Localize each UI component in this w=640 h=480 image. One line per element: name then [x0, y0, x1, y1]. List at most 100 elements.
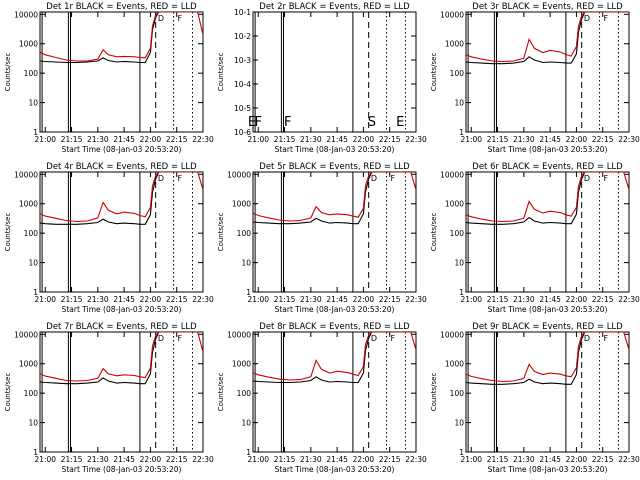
x-tick-label: 21:30: [300, 455, 322, 464]
y-tick-label: 1: [246, 288, 251, 297]
events-series-line: [253, 172, 373, 225]
y-tick-label: 10-1: [234, 8, 251, 17]
event-marker-label: E: [396, 115, 404, 130]
y-tick-label: 10000: [14, 330, 38, 339]
y-tick-label: 100: [24, 69, 39, 78]
x-tick-label: 21:15: [61, 455, 83, 464]
event-marker-label: E: [248, 115, 256, 130]
y-tick-label: 100: [237, 389, 252, 398]
y-tick-label: 10-3: [234, 56, 251, 65]
events-series-line: [466, 172, 586, 225]
x-tick-label: 21:00: [247, 455, 269, 464]
x-tick-label: 21:00: [460, 295, 482, 304]
y-tick-label: 10-2: [234, 32, 251, 41]
panel-3: Det 3r BLACK = Events, RED = LLD 1 10 100 10…: [430, 2, 640, 154]
y-tick-label: 1000: [232, 360, 251, 369]
y-tick-label: 1: [33, 128, 38, 137]
x-tick-label: 22:00: [566, 135, 588, 144]
y-tick-label: 1000: [445, 40, 464, 49]
events-series-line: [466, 12, 586, 65]
y-tick-label: 1: [246, 448, 251, 457]
y-tick-label: 100: [450, 69, 465, 78]
x-tick-label: 21:45: [539, 135, 561, 144]
x-tick-label: 21:45: [113, 455, 135, 464]
y-tick-label: 10: [241, 419, 251, 428]
y-tick-label: 1000: [232, 200, 251, 209]
events-series-line: [40, 172, 160, 225]
x-axis-label: Start Time (08-Jan-03 20:53:20): [488, 145, 608, 154]
panel-title: Det 4r BLACK = Events, RED = LLD: [46, 162, 197, 172]
lld-series-line: [253, 332, 416, 381]
event-marker-label: F: [178, 14, 183, 23]
y-tick-label: 1: [459, 288, 464, 297]
x-tick-label: 22:15: [592, 455, 614, 464]
y-tick-label: 100: [24, 229, 39, 238]
y-axis-label: Counts/sec: [430, 213, 438, 252]
event-marker-label: F: [604, 334, 609, 343]
event-marker-label: D: [371, 334, 377, 343]
y-axis-label: Counts/sec: [430, 373, 438, 412]
x-axis-label: Start Time (08-Jan-03 20:53:20): [275, 465, 395, 474]
plot-frame: [252, 171, 417, 293]
plot-frame: [465, 11, 630, 133]
lld-series-line: [466, 172, 629, 223]
x-tick-label: 22:15: [379, 135, 401, 144]
y-tick-label: 100: [450, 229, 465, 238]
plot-frame: [39, 171, 204, 293]
event-marker-label: D: [584, 334, 590, 343]
x-tick-label: 21:00: [34, 295, 56, 304]
y-tick-label: 10: [454, 259, 464, 268]
x-tick-label: 22:30: [405, 295, 427, 304]
x-tick-label: 21:30: [513, 135, 535, 144]
event-marker-label: F: [178, 174, 183, 183]
x-tick-label: 21:15: [274, 135, 296, 144]
x-axis-label: Start Time (08-Jan-03 20:53:20): [488, 305, 608, 314]
lld-series-line: [466, 12, 629, 63]
x-tick-label: 21:45: [326, 135, 348, 144]
x-tick-label: 21:45: [539, 455, 561, 464]
x-tick-label: 22:30: [405, 455, 427, 464]
y-axis-label: Counts/sec: [430, 53, 438, 92]
x-tick-label: 21:00: [460, 135, 482, 144]
event-marker-label: F: [391, 334, 396, 343]
y-tick-label: 1000: [19, 40, 38, 49]
plot-frame: [465, 171, 630, 293]
event-marker-label: F: [604, 14, 609, 23]
event-marker-label: S: [368, 115, 376, 130]
y-tick-label: 100: [450, 389, 465, 398]
events-series-line: [253, 332, 373, 384]
y-tick-label: 10-5: [234, 104, 251, 113]
event-marker-label: D: [584, 174, 590, 183]
panel-title: Det 6r BLACK = Events, RED = LLD: [472, 162, 623, 172]
panel-title: Det 8r BLACK = Events, RED = LLD: [259, 322, 410, 332]
y-tick-label: 10000: [440, 170, 464, 179]
x-tick-label: 22:15: [592, 295, 614, 304]
y-axis-label: Counts/sec: [217, 373, 225, 412]
x-tick-label: 22:30: [618, 295, 640, 304]
x-tick-label: 22:15: [166, 295, 188, 304]
event-marker-label: F: [604, 174, 609, 183]
plot-frame: [39, 11, 204, 133]
y-tick-label: 10: [28, 99, 38, 108]
y-axis-label: Counts/sec: [4, 373, 12, 412]
x-axis-label: Start Time (08-Jan-03 20:53:20): [275, 145, 395, 154]
event-marker-label: F: [391, 174, 396, 183]
y-tick-label: 1000: [445, 360, 464, 369]
x-tick-label: 21:15: [487, 295, 509, 304]
lld-series-line: [253, 172, 416, 222]
y-tick-label: 100: [24, 389, 39, 398]
x-tick-label: 22:15: [592, 135, 614, 144]
lld-series-line: [40, 12, 203, 62]
panel-title: Det 7r BLACK = Events, RED = LLD: [46, 322, 197, 332]
y-tick-label: 10000: [227, 330, 251, 339]
event-marker-label: D: [584, 14, 590, 23]
panel-title: Det 3r BLACK = Events, RED = LLD: [472, 2, 623, 12]
x-tick-label: 22:15: [379, 295, 401, 304]
y-tick-label: 1000: [445, 200, 464, 209]
y-tick-label: 10000: [14, 170, 38, 179]
lld-series-line: [466, 332, 629, 383]
x-tick-label: 21:45: [326, 295, 348, 304]
plot-frame: [465, 331, 630, 453]
plot-frame: [252, 11, 417, 133]
x-axis-label: Start Time (08-Jan-03 20:53:20): [62, 145, 182, 154]
